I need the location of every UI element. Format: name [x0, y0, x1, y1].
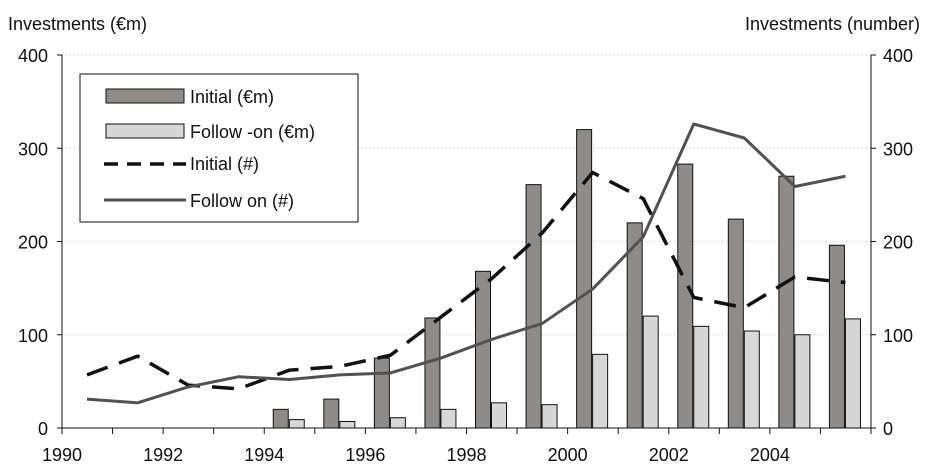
bar-followon-eur — [491, 402, 507, 429]
bar-followon-eur — [743, 330, 760, 429]
bar-initial-eur — [626, 222, 643, 429]
tick-labels: 0 0 100 100 200 200 300 300 400 400 1990 1992 1994 19… — [18, 46, 913, 465]
x-tick-label: 1990 — [42, 445, 82, 465]
bar-initial-eur — [727, 218, 744, 429]
line-initial-number — [86, 170, 846, 391]
y-tick-label-right: 200 — [883, 233, 913, 253]
legend-swatch-initial-eur — [105, 88, 185, 104]
x-tick-label: 1996 — [345, 445, 385, 465]
bar-followon-eur — [440, 408, 457, 429]
y-tick-label-left: 300 — [18, 139, 48, 159]
y-tick-label-right: 0 — [883, 419, 893, 439]
series-lines — [86, 122, 846, 405]
y-tick-label-left: 0 — [38, 419, 48, 439]
y-tick-label-left: 100 — [18, 326, 48, 346]
bar-initial-eur — [475, 270, 491, 429]
bar-initial-eur — [323, 398, 340, 429]
legend-label-initial-eur: Initial (€m) — [190, 87, 274, 107]
y-tick-label-left: 200 — [18, 233, 48, 253]
legend-swatch-followon-eur — [105, 123, 185, 139]
bar-followon-eur — [288, 419, 305, 429]
grid-lines — [62, 54, 871, 336]
y-tick-label-left: 400 — [18, 46, 48, 66]
x-tick-label: 1992 — [143, 445, 183, 465]
bar-followon-eur — [389, 417, 406, 429]
x-tick-label: 1994 — [244, 445, 284, 465]
bar-followon-eur — [794, 334, 811, 429]
bar-followon-eur — [592, 353, 609, 429]
bar-followon-eur — [642, 315, 659, 429]
bar-initial-eur — [272, 408, 289, 429]
bars — [272, 129, 861, 429]
bar-followon-eur — [541, 404, 558, 429]
x-tick-label: 1998 — [446, 445, 486, 465]
bar-initial-eur — [828, 244, 845, 429]
bar-followon-eur — [693, 325, 710, 429]
y-tick-label-right: 400 — [883, 46, 913, 66]
legend-label-followon-eur: Follow -on (€m) — [190, 122, 315, 142]
legend-label-initial-number: Initial (#) — [190, 154, 259, 174]
axes — [57, 54, 876, 434]
bar-initial-eur — [525, 184, 542, 429]
legend: Initial (€m) Follow -on (€m) Initial (#)… — [79, 73, 359, 223]
y-tick-label-right: 300 — [883, 139, 913, 159]
bar-followon-eur — [844, 318, 861, 429]
y-tick-label-right: 100 — [883, 326, 913, 346]
x-tick-label: 2004 — [750, 445, 790, 465]
bar-initial-eur — [778, 175, 795, 429]
line-followon-number — [86, 122, 846, 405]
bar-initial-eur — [373, 357, 390, 429]
y-axis-left-title: Investments (€m) — [8, 14, 147, 34]
legend-label-followon-number: Follow on (#) — [190, 191, 294, 211]
bar-initial-eur — [424, 317, 441, 429]
x-tick-label: 2002 — [649, 445, 689, 465]
bar-initial-eur — [677, 163, 694, 429]
y-axis-right-title: Investments (number) — [745, 14, 920, 34]
x-tick-label: 2000 — [548, 445, 588, 465]
bar-followon-eur — [339, 420, 356, 429]
